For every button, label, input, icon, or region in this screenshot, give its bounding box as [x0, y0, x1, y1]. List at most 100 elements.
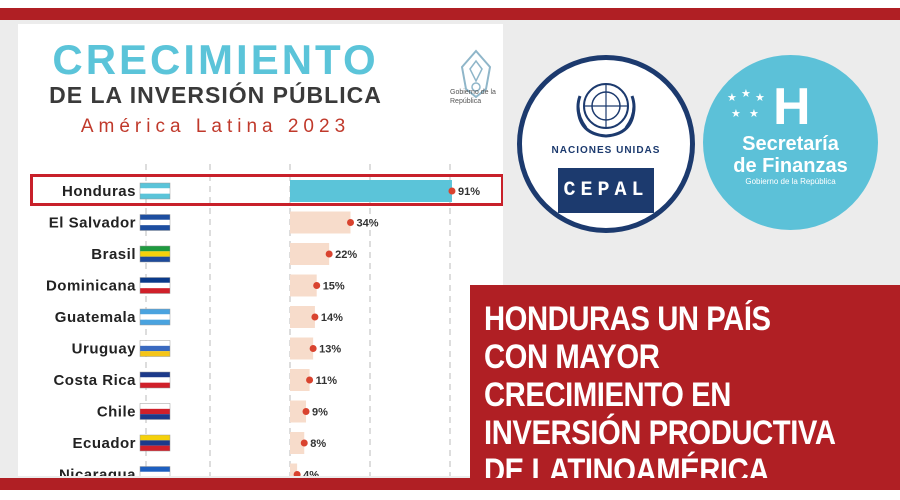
flag-border: [139, 182, 171, 200]
title-main: CRECIMIENTO: [52, 36, 379, 83]
flag-stripe: [140, 214, 170, 220]
flag-stripe: [140, 445, 170, 451]
sf-name-line1: Secretaría: [742, 133, 839, 155]
flag-border: [139, 466, 171, 476]
svg-text:★: ★: [727, 91, 737, 104]
flag-stripe: [140, 340, 170, 346]
value-label: 91%: [458, 186, 480, 198]
frame-bottom: [0, 490, 900, 500]
bar-chart: Honduras 91% El Salvador 34% Brasil 22% Domini…: [18, 164, 503, 476]
flag-border: [139, 371, 171, 389]
chart-canvas: Honduras 91% El Salvador 34% Brasil 22% Domini…: [46, 164, 480, 477]
flag-stripe: [140, 246, 170, 252]
value-label: 8%: [310, 438, 326, 450]
value-label: 34%: [357, 218, 379, 230]
flag-stripe: [140, 219, 170, 226]
honduras-highlight-box: [30, 174, 503, 206]
bar-end-dot: [302, 408, 310, 415]
bar-end-dot: [311, 313, 319, 321]
title-region: América Latina 2023: [80, 116, 351, 137]
flag-stripe: [140, 403, 170, 409]
flag-stripe: [140, 319, 170, 325]
headline-text: HONDURAS UN PAÍS CON MAYOR CRECIMIENTO E…: [484, 300, 835, 490]
sf-name: Secretaría de Finanzas: [703, 133, 878, 177]
un-emblem-icon: [576, 83, 636, 138]
headline-panel: [470, 285, 900, 478]
category-label: Guatemala: [55, 309, 136, 326]
flag-stripe: [140, 471, 170, 476]
flag-border: [139, 434, 171, 452]
un-cepal-logo: NACIONES UNIDAS CEPAL: [517, 55, 695, 233]
flag-stripe: [140, 277, 170, 283]
flag-stripe: [140, 314, 170, 320]
flag-stripe: [140, 288, 170, 294]
flag-stripe: [140, 382, 170, 388]
bar: [290, 180, 452, 202]
bar-end-dot: [325, 250, 333, 258]
bar: [290, 306, 315, 328]
category-label: Honduras: [62, 183, 136, 200]
category-label: Brasil: [91, 246, 136, 263]
svg-text:★: ★: [741, 89, 751, 100]
bar-end-dot: [300, 439, 308, 447]
category-label: Uruguay: [72, 341, 137, 358]
bar: [290, 400, 307, 423]
flag-stripe: [140, 377, 170, 383]
bar-end-dot: [313, 282, 321, 289]
category-label: Costa Rica: [53, 372, 136, 389]
value-label: 11%: [316, 375, 338, 387]
flag-border: [139, 277, 171, 294]
flag-stripe: [140, 408, 170, 415]
infographic: CRECIMIENTO DE LA INVERSIÓN PÚBLICA Amér…: [18, 24, 503, 476]
category-label: Ecuador: [72, 435, 136, 452]
value-label: 14%: [321, 312, 343, 324]
stars-icon: ★ ★ ★ ★ ★: [727, 89, 765, 120]
value-label: 13%: [319, 344, 341, 356]
category-label: Nicaragua: [59, 467, 136, 477]
flag-stripe: [140, 309, 170, 315]
title-sub: DE LA INVERSIÓN PÚBLICA: [49, 82, 382, 108]
flag-stripe: [140, 466, 170, 472]
flag-stripe: [140, 256, 170, 262]
flag-stripe: [140, 225, 170, 231]
flag-stripe: [140, 440, 170, 446]
cepal-logo: CEPAL: [558, 168, 654, 213]
svg-text:★: ★: [755, 91, 765, 104]
flag-stripe: [140, 414, 170, 420]
flag-stripe: [140, 251, 170, 257]
bar: [290, 274, 317, 297]
bar: [290, 211, 351, 234]
svg-text:★: ★: [749, 107, 759, 120]
category-label: Dominicana: [46, 278, 136, 295]
secretaria-finanzas-logo: ★ ★ ★ ★ ★ H Secretaría de Finanzas Gobie…: [703, 55, 878, 230]
flag-stripe: [140, 372, 170, 378]
frame-bar-top: [0, 8, 900, 20]
value-label: 15%: [323, 281, 345, 293]
flag-border: [139, 340, 171, 357]
bar: [290, 369, 310, 391]
bar-end-dot: [306, 376, 314, 384]
value-label: 22%: [335, 249, 357, 261]
svg-text:★: ★: [731, 107, 741, 120]
bar: [290, 337, 314, 360]
sf-name-line2: de Finanzas: [733, 155, 848, 177]
frame-top: [0, 0, 900, 8]
bar: [290, 243, 330, 265]
flag-border: [139, 403, 171, 420]
flag-border: [139, 308, 171, 326]
bar: [290, 463, 298, 476]
frame-bar-bottom: [0, 478, 900, 490]
category-label: Chile: [97, 404, 136, 421]
flag-border: [139, 245, 171, 263]
flag-stripe: [140, 193, 170, 199]
value-label: 4%: [303, 470, 319, 477]
flag-stripe: [140, 435, 170, 441]
flag-stripe: [140, 351, 170, 357]
value-label: 9%: [312, 407, 328, 419]
un-name: NACIONES UNIDAS: [551, 145, 661, 156]
emblem-caption: Gobierno de la República: [450, 89, 496, 105]
flag-border: [139, 214, 171, 231]
flag-stripe: [140, 282, 170, 289]
bar-end-dot: [309, 345, 317, 352]
bar-end-dot: [448, 187, 456, 195]
